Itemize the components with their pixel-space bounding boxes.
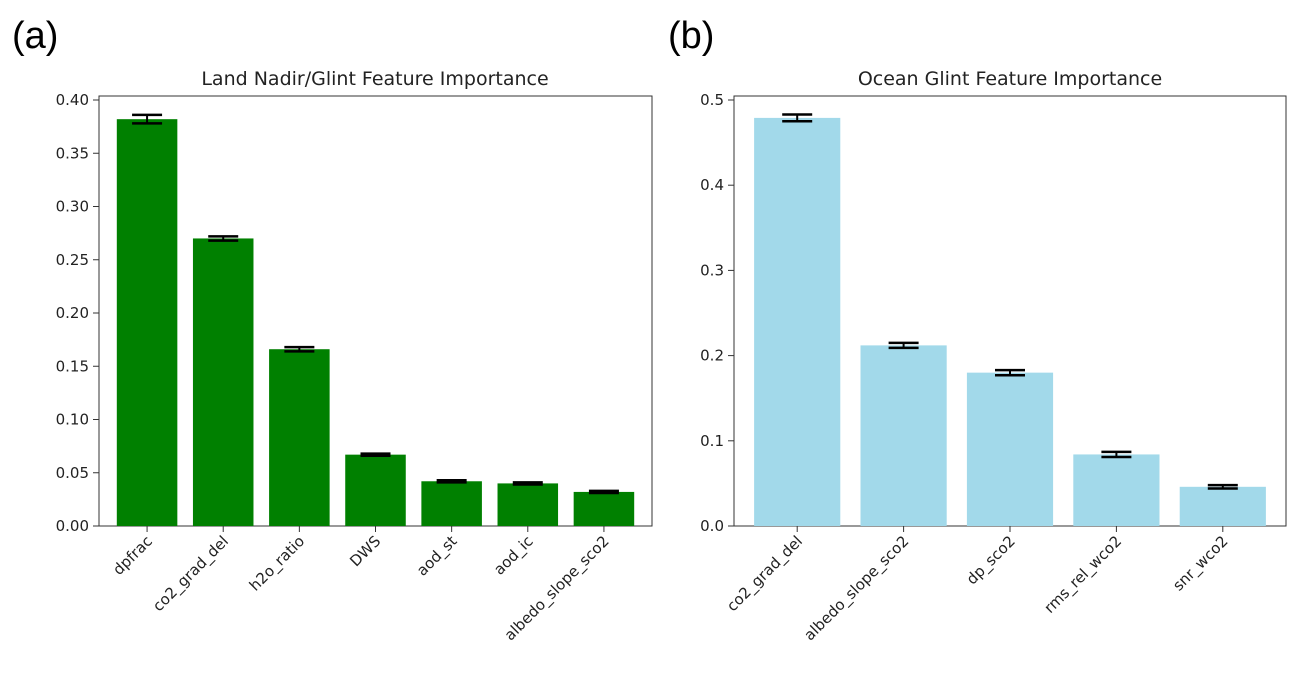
panel-label-a: (a): [12, 15, 58, 57]
bar-b: [860, 345, 947, 526]
ytick-label-b: 0.3: [700, 261, 724, 279]
ytick-label-a: 0.00: [56, 517, 89, 535]
chart-b: 0.0 0.1 0.2 0.3 0.4 0.5 co2_grad_delalbedo_slo…: [700, 91, 1287, 645]
bar-a: [192, 238, 254, 526]
ytick-label-a: 0.15: [56, 357, 89, 375]
xtick-label-a: dpfrac: [109, 532, 156, 579]
xtick-label-a: co2_grad_del: [149, 532, 233, 616]
xtick-label-b: snr_wco2: [1169, 532, 1232, 595]
chart-a-title: Land Nadir/Glint Feature Importance: [201, 68, 548, 90]
ytick-label-a: 0.40: [56, 91, 89, 109]
xtick-label-b: dp_sco2: [963, 532, 1020, 589]
xtick-label-a: h2o_ratio: [246, 532, 309, 595]
ytick-label-b: 0.2: [700, 347, 724, 365]
ytick-label-a: 0.25: [56, 251, 89, 269]
chart-a: 0.00 0.05 0.10 0.15 0.20 0.25 0.30 0.35 0.40 dpfr…: [56, 91, 653, 645]
ytick-label-a: 0.05: [56, 464, 89, 482]
xtick-label-a: aod_ic: [490, 532, 537, 579]
bar-a: [421, 481, 482, 526]
ytick-label-a: 0.10: [56, 411, 89, 429]
ytick-label-b: 0.1: [700, 432, 724, 450]
bar-a: [116, 119, 178, 527]
bar-b: [966, 372, 1054, 526]
bar-a: [345, 454, 406, 526]
bar-b: [1179, 486, 1266, 526]
bar-a: [497, 483, 559, 526]
xtick-label-b: rms_rel_wco2: [1041, 532, 1126, 617]
bar-b: [1073, 454, 1160, 526]
ytick-label-a: 0.20: [56, 304, 89, 322]
ytick-label-a: 0.30: [56, 198, 89, 216]
xtick-label-b: co2_grad_del: [723, 532, 807, 616]
bar-a: [573, 491, 635, 526]
panel-label-b: (b): [668, 15, 714, 57]
ytick-label-b: 0.4: [700, 176, 724, 194]
bar-a: [269, 349, 330, 526]
xtick-label-a: DWS: [346, 532, 384, 570]
chart-b-title: Ocean Glint Feature Importance: [858, 68, 1162, 90]
ytick-label-b: 0.0: [700, 517, 724, 535]
ytick-label-b: 0.5: [700, 91, 724, 109]
xtick-label-a: aod_st: [413, 532, 461, 580]
bar-b: [754, 117, 841, 526]
xtick-label-b: albedo_slope_sco2: [800, 532, 913, 645]
ytick-label-a: 0.35: [56, 144, 89, 162]
